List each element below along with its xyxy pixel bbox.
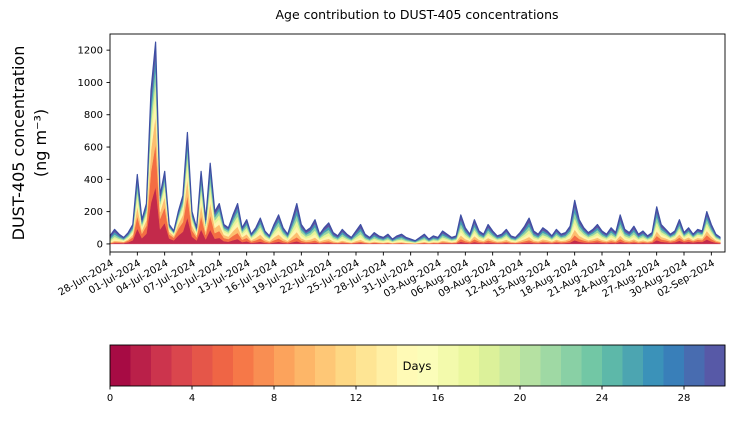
colorbar-tick-label: 24 bbox=[596, 393, 609, 404]
colorbar-segment bbox=[397, 345, 418, 386]
colorbar-label: Days bbox=[403, 359, 432, 373]
y-tick-label: 800 bbox=[84, 110, 103, 121]
colorbar-segment bbox=[520, 345, 541, 386]
colorbar-segment bbox=[253, 345, 275, 386]
y-tick-label: 1000 bbox=[78, 78, 103, 89]
colorbar-segment bbox=[602, 345, 623, 386]
y-tick-label: 600 bbox=[84, 143, 103, 154]
colorbar-segment bbox=[335, 345, 357, 386]
colorbar-segment bbox=[704, 345, 726, 386]
colorbar-tick-label: 4 bbox=[189, 393, 195, 404]
colorbar-tick-label: 28 bbox=[678, 393, 691, 404]
colorbar-segment bbox=[438, 345, 459, 386]
colorbar-border bbox=[109, 344, 726, 387]
colorbar-tick-label: 16 bbox=[432, 393, 445, 404]
plot-border bbox=[109, 33, 726, 253]
colorbar-segment bbox=[643, 345, 664, 386]
colorbar-segment bbox=[479, 345, 500, 386]
y-axis-label-line2: (ng m⁻³) bbox=[31, 109, 50, 177]
colorbar-segment bbox=[294, 345, 316, 386]
chart-title: Age contribution to DUST-405 concentrati… bbox=[275, 7, 558, 22]
colorbar-segment bbox=[233, 345, 254, 386]
colorbar-tick-label: 0 bbox=[107, 393, 113, 404]
plot-layer bbox=[109, 41, 721, 245]
colorbar-segment bbox=[171, 345, 193, 386]
colorbar-segment bbox=[130, 345, 152, 386]
y-axis-label-line1: DUST-405 concentration bbox=[9, 46, 28, 241]
y-tick-label: 0 bbox=[97, 239, 103, 250]
y-tick-label: 200 bbox=[84, 207, 103, 218]
colorbar-segment bbox=[274, 345, 295, 386]
colorbar-segment bbox=[212, 345, 234, 386]
colorbar-segment bbox=[356, 345, 377, 386]
colorbar-tick-label: 12 bbox=[350, 393, 363, 404]
y-tick-label: 400 bbox=[84, 175, 103, 186]
colorbar-segment bbox=[417, 345, 439, 386]
colorbar-segment bbox=[622, 345, 644, 386]
colorbar-layer: 0 4 8 12 16 20 24 28 bbox=[107, 344, 726, 404]
colorbar-segment bbox=[684, 345, 705, 386]
colorbar-segment bbox=[499, 345, 521, 386]
colorbar-segment bbox=[315, 345, 336, 386]
colorbar-segment bbox=[540, 345, 562, 386]
colorbar-segment bbox=[376, 345, 398, 386]
y-tick-label: 1200 bbox=[78, 46, 103, 57]
colorbar-segment bbox=[192, 345, 213, 386]
colorbar-segment bbox=[110, 345, 131, 386]
total-outline bbox=[109, 41, 721, 242]
colorbar-tick-label: 8 bbox=[271, 393, 277, 404]
colorbar-segment bbox=[151, 345, 172, 386]
colorbar-segment bbox=[581, 345, 603, 386]
colorbar-segment bbox=[663, 345, 685, 386]
colorbar-segment bbox=[561, 345, 582, 386]
colorbar-tick-label: 20 bbox=[514, 393, 527, 404]
colorbar-segment bbox=[458, 345, 480, 386]
